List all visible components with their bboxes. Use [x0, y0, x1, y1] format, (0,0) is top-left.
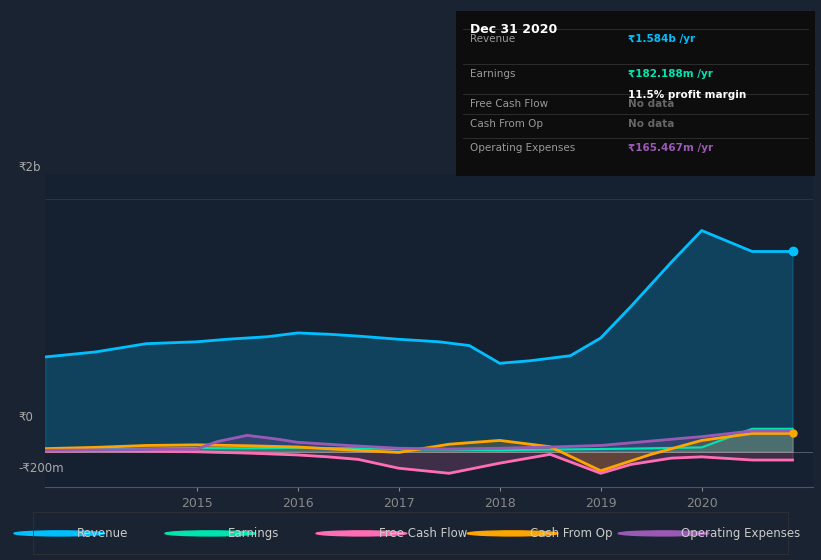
Text: No data: No data: [628, 99, 675, 109]
Text: -₹200m: -₹200m: [18, 461, 64, 474]
Text: ₹0: ₹0: [18, 411, 33, 424]
Text: Operating Expenses: Operating Expenses: [681, 527, 800, 540]
Circle shape: [165, 531, 255, 536]
Text: ₹165.467m /yr: ₹165.467m /yr: [628, 143, 713, 153]
Text: ₹182.188m /yr: ₹182.188m /yr: [628, 69, 713, 79]
Text: 11.5% profit margin: 11.5% profit margin: [628, 91, 746, 100]
Text: Earnings: Earnings: [470, 69, 516, 79]
Circle shape: [467, 531, 557, 536]
Circle shape: [14, 531, 104, 536]
Text: Earnings: Earnings: [227, 527, 279, 540]
Text: Dec 31 2020: Dec 31 2020: [470, 23, 557, 36]
Text: Operating Expenses: Operating Expenses: [470, 143, 576, 153]
Text: Revenue: Revenue: [76, 527, 128, 540]
Text: ₹1.584b /yr: ₹1.584b /yr: [628, 34, 695, 44]
Circle shape: [618, 531, 709, 536]
Text: Revenue: Revenue: [470, 34, 515, 44]
Text: Free Cash Flow: Free Cash Flow: [378, 527, 467, 540]
Text: No data: No data: [628, 119, 675, 129]
Text: ₹2b: ₹2b: [18, 161, 40, 174]
Text: Cash From Op: Cash From Op: [530, 527, 612, 540]
Text: Cash From Op: Cash From Op: [470, 119, 543, 129]
Text: Free Cash Flow: Free Cash Flow: [470, 99, 548, 109]
Circle shape: [316, 531, 406, 536]
